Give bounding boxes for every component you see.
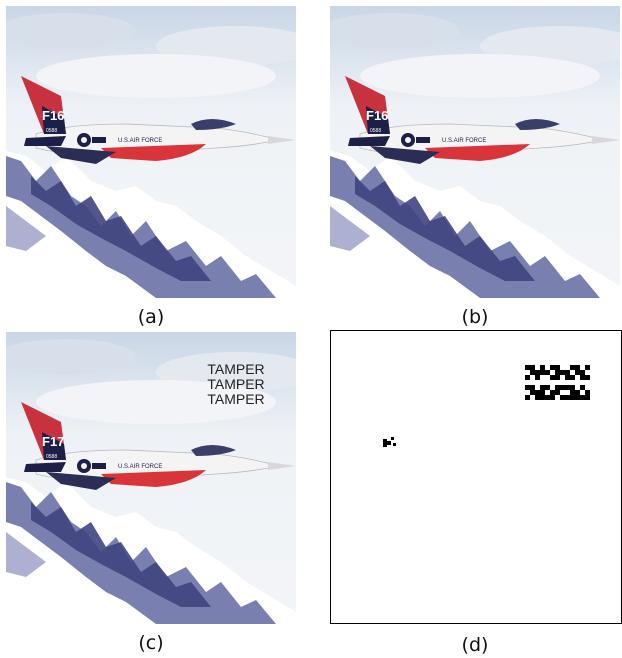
mask-pixel xyxy=(540,370,545,375)
serial-text: 0588 xyxy=(370,128,381,134)
caption-d: (d) xyxy=(461,634,489,656)
mask-pixel xyxy=(565,385,570,390)
mask-pixel xyxy=(550,390,555,395)
mask-pixel xyxy=(560,385,565,390)
mask-pixel xyxy=(535,390,540,395)
tamper-mask xyxy=(383,365,590,447)
mask-pixel xyxy=(555,390,560,395)
tamper-mask-panel-d xyxy=(330,330,622,624)
mask-pixel xyxy=(575,370,580,375)
fuselage-text: U.S.AIR FORCE xyxy=(118,464,162,470)
mask-pixel xyxy=(580,375,585,380)
mask-pixel xyxy=(540,385,545,390)
mask-pixel xyxy=(530,365,535,370)
tail-code-text: F16 xyxy=(42,108,64,123)
tamper-overlay: TAMPER TAMPER TAMPER xyxy=(196,362,276,407)
mask-pixel xyxy=(540,365,545,370)
mask-pixel xyxy=(575,390,580,395)
caption-c: (c) xyxy=(138,632,164,654)
mask-pixel xyxy=(540,390,545,395)
mask-pixel xyxy=(580,385,585,390)
tail-code-text: F17 xyxy=(42,434,64,449)
caption-b: (b) xyxy=(461,306,489,328)
mask-pixel xyxy=(570,375,575,380)
mask-pixel xyxy=(565,375,570,380)
mask-pixel xyxy=(535,375,540,380)
mask-pixel xyxy=(585,395,590,400)
mask-pixel xyxy=(570,395,575,400)
mask-pixel xyxy=(565,370,570,375)
mask-pixel xyxy=(555,375,560,380)
mask-pixel xyxy=(585,390,590,395)
mask-pixel xyxy=(560,395,565,400)
jet-scene-image: F17 0588 U.S.AIR FORCE xyxy=(6,332,296,624)
mask-pixel xyxy=(530,385,535,390)
mask-pixel xyxy=(535,370,540,375)
mask-pixel xyxy=(570,365,575,370)
mask-pixel xyxy=(560,370,565,375)
caption-a: (a) xyxy=(137,306,165,328)
fuselage-text: U.S.AIR FORCE xyxy=(118,138,162,144)
mask-pixel xyxy=(550,365,555,370)
mask-pixel xyxy=(550,395,555,400)
mask-pixel xyxy=(383,439,387,447)
tamper-line-2: TAMPER xyxy=(207,376,265,392)
image-panel-a: F16 0588 U.S.AIR FORCE xyxy=(6,6,296,298)
mask-pixel xyxy=(545,370,550,375)
mask-pixel xyxy=(525,375,530,380)
mask-pixel xyxy=(580,370,585,375)
mask-pixel xyxy=(535,395,540,400)
mask-pixel xyxy=(555,365,560,370)
mask-pixel xyxy=(545,395,550,400)
mask-pixel xyxy=(550,375,555,380)
mask-pixel xyxy=(575,365,580,370)
fuselage-text: U.S.AIR FORCE xyxy=(442,138,486,144)
image-panel-c: F17 0588 U.S.AIR FORCE TAMPER TAMPER TAM… xyxy=(6,332,296,624)
jet-scene-image: F16 0588 U.S.AIR FORCE xyxy=(330,6,620,298)
mask-pixel xyxy=(555,370,560,375)
image-panel-b: F16 0588 U.S.AIR FORCE xyxy=(330,6,620,298)
mask-pixel xyxy=(391,437,394,440)
mask-pixel xyxy=(387,441,391,445)
mask-pixel xyxy=(545,385,550,390)
mask-pixel xyxy=(580,395,585,400)
mask-pixel xyxy=(525,395,530,400)
mask-pixel xyxy=(570,385,575,390)
mask-pixel xyxy=(565,395,570,400)
serial-text: 0588 xyxy=(46,454,57,460)
mask-pixel xyxy=(525,365,530,370)
mask-pixel xyxy=(530,370,535,375)
jet-scene-image: F16 0588 U.S.AIR FORCE xyxy=(6,6,296,298)
mask-pixel xyxy=(585,365,590,370)
tamper-line-1: TAMPER xyxy=(207,361,265,377)
mask-pixel xyxy=(570,390,575,395)
mask-pixel xyxy=(530,390,535,395)
serial-text: 0588 xyxy=(46,128,57,134)
mask-pixel xyxy=(555,385,560,390)
mask-pixel xyxy=(525,385,530,390)
tail-code-text: F16 xyxy=(366,108,388,123)
tamper-line-3: TAMPER xyxy=(207,391,265,407)
mask-pixel xyxy=(575,395,580,400)
mask-pixel xyxy=(585,375,590,380)
mask-pixel xyxy=(393,443,396,446)
mask-pixel xyxy=(540,395,545,400)
